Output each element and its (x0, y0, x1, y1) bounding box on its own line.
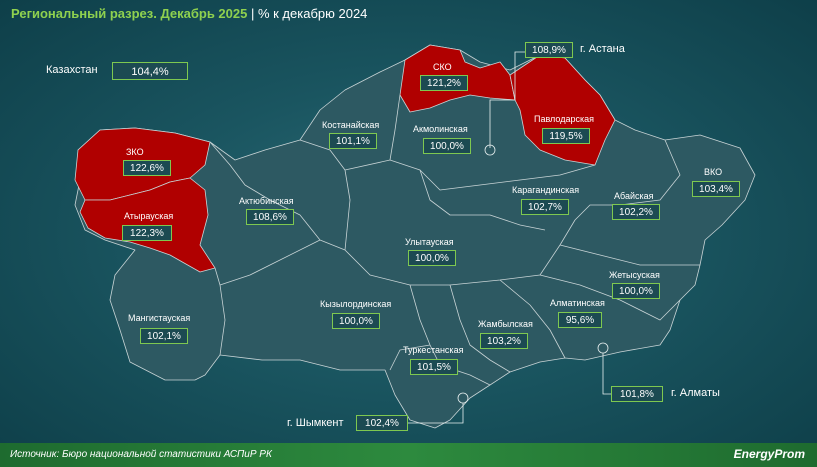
value-shymkent: 102,4% (356, 415, 408, 431)
page-title: Региональный разрез. Декабрь 2025 | % к … (11, 6, 367, 21)
value-kostanay: 101,1% (329, 133, 377, 149)
value-mangistau: 102,1% (140, 328, 188, 344)
value-almaty-city: 101,8% (611, 386, 663, 402)
national-value: 104,4% (112, 62, 188, 80)
label-karaganda: Карагандинская (512, 185, 580, 195)
national-label: Казахстан (46, 64, 98, 76)
value-kyzylorda: 100,0% (332, 313, 380, 329)
energyprom-logo: EnergyProm (733, 447, 805, 461)
value-almaty-obl: 95,6% (558, 312, 602, 328)
almaty-marker (597, 342, 609, 354)
label-abay: Абайская (614, 191, 654, 201)
value-sko: 121,2% (420, 75, 468, 91)
value-astana: 108,9% (525, 42, 573, 58)
label-shymkent: г. Шымкент (287, 417, 344, 429)
value-ulytau: 100,0% (408, 250, 456, 266)
label-kyzylorda: Кызылординская (320, 299, 392, 309)
value-zhetysu: 100,0% (612, 283, 660, 299)
astana-leader-line (489, 51, 525, 148)
label-almaty-city: г. Алматы (671, 387, 720, 399)
value-vko: 103,4% (692, 181, 740, 197)
value-atyrau: 122,3% (122, 225, 172, 241)
label-pavlodar: Павлодарская (534, 114, 594, 124)
value-zhambyl: 103,2% (480, 333, 528, 349)
label-akmola: Акмолинская (413, 124, 468, 134)
label-atyrau: Атырауская (124, 211, 174, 221)
footer-source: Источник: Бюро национальной статистики А… (10, 449, 272, 460)
label-zko: ЗКО (126, 147, 144, 157)
label-kostanay: Костанайская (322, 120, 380, 130)
label-turkestan: Туркестанская (403, 345, 464, 355)
astana-marker (484, 144, 496, 156)
label-sko: СКО (433, 62, 452, 72)
value-aktobe: 108,6% (246, 209, 294, 225)
value-karaganda: 102,7% (521, 199, 569, 215)
shymkent-leader-line (408, 403, 464, 424)
value-pavlodar: 119,5% (542, 128, 590, 144)
title-suffix: | % к декабрю 2024 (250, 6, 368, 21)
label-vko: ВКО (704, 167, 723, 177)
shymkent-marker (457, 392, 469, 404)
value-zko: 122,6% (123, 160, 171, 176)
title-main: Региональный разрез. Декабрь 2025 (11, 6, 248, 21)
label-almaty-obl: Алматинская (550, 298, 605, 308)
label-ulytau: Улытауская (405, 237, 454, 247)
value-akmola: 100,0% (423, 138, 471, 154)
label-mangistau: Мангистауская (128, 313, 191, 323)
label-astana: г. Астана (580, 43, 625, 55)
footer-bar: Источник: Бюро национальной статистики А… (0, 443, 817, 467)
label-aktobe: Актюбинская (239, 196, 294, 206)
almaty-leader-line (602, 353, 611, 395)
label-zhetysu: Жетысуская (609, 270, 660, 280)
value-abay: 102,2% (612, 204, 660, 220)
value-turkestan: 101,5% (410, 359, 458, 375)
label-zhambyl: Жамбылская (478, 319, 533, 329)
